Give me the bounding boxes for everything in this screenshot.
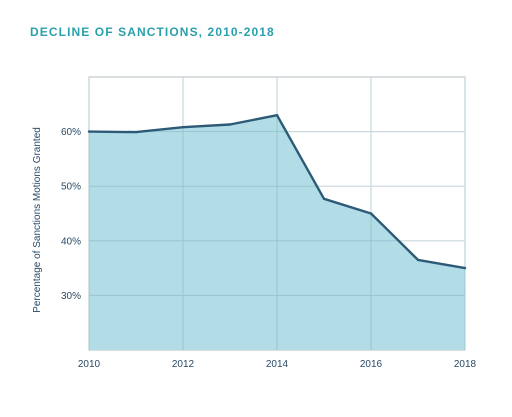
data-point <box>228 123 232 126</box>
y-axis-ticks: 30% 40% 50% 60% <box>61 127 81 302</box>
data-point <box>416 258 420 262</box>
x-tick-label: 2014 <box>266 359 289 370</box>
y-tick-label: 60% <box>61 127 81 138</box>
data-point <box>322 197 326 200</box>
data-point <box>181 126 185 129</box>
data-point <box>369 212 373 215</box>
data-point <box>87 130 91 133</box>
x-tick-label: 2018 <box>454 359 477 370</box>
y-axis-label: Percentage of Sanctions Motions Granted <box>32 127 43 313</box>
data-point <box>275 114 279 117</box>
data-point <box>134 130 138 134</box>
x-tick-label: 2016 <box>360 359 383 370</box>
data-point <box>463 266 467 270</box>
x-tick-label: 2012 <box>172 359 195 370</box>
x-axis-ticks: 2010 2012 2014 2016 2018 <box>78 359 477 370</box>
x-tick-label: 2010 <box>78 359 101 370</box>
y-tick-label: 50% <box>61 182 81 193</box>
y-tick-label: 40% <box>61 236 81 247</box>
chart-title: DECLINE OF SANCTIONS, 2010-2018 <box>30 25 275 39</box>
y-tick-label: 30% <box>61 291 81 302</box>
